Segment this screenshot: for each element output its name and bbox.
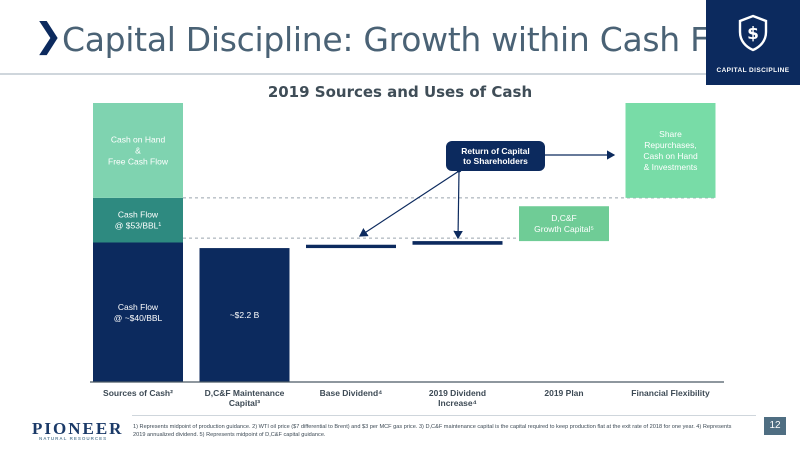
category-label-1: D,C&F Maintenance Capital³ [205, 388, 285, 408]
title-chevron-icon: ❯ [34, 16, 63, 56]
category-label-4: 2019 Plan [544, 388, 583, 398]
bar-segment-label-0: Cash Flow @ ~$40/BBL [114, 302, 163, 323]
bar-segment-label-6: D,C&F Growth Capital⁵ [534, 213, 594, 234]
category-label-2: Base Dividend⁴ [320, 388, 383, 398]
pioneer-logo: PIONEER [32, 419, 124, 438]
bar-segment-0 [93, 242, 183, 382]
footer-divider [132, 415, 756, 416]
arrow-to-dividend-increase [453, 170, 463, 240]
bar-segment-7 [625, 103, 716, 198]
bar-segment-label-7: Share Repurchases, Cash on Hand & Investmen… [643, 129, 698, 172]
bar-segment-6 [519, 206, 609, 242]
svg-text:$: $ [747, 24, 759, 44]
chart-title: 2019 Sources and Uses of Cash [267, 83, 533, 101]
category-label-3: 2019 Dividend Increase⁴ [429, 388, 486, 408]
bar-segment-2 [93, 103, 183, 198]
return-of-capital-label: Return of Capital to Shareholders [461, 146, 529, 166]
shield-dollar-icon: $ [738, 14, 768, 52]
bar-segment-5 [412, 241, 503, 245]
bar-segment-4 [306, 244, 396, 249]
return-of-capital-callout [446, 141, 545, 171]
pioneer-logo-sub: NATURAL RESOURCES [39, 436, 108, 441]
page-number: 12 [764, 417, 786, 435]
page-title: Capital Discipline: Growth within Cash F… [62, 20, 765, 59]
waterfall-chart: Cash Flow @ ~$40/BBL Cash Flow @ $53/BBL¹ Ca… [90, 103, 724, 408]
bar-segment-label-3: ~$2.2 B [230, 310, 260, 320]
category-label-5: Financial Flexibility [631, 388, 710, 398]
badge-label: CAPITAL DISCIPLINE [716, 67, 790, 74]
bar-segment-3 [199, 248, 290, 382]
footnotes: 1) Represents midpoint of production gui… [133, 424, 732, 438]
title-divider [0, 73, 706, 75]
bar-segment-label-2: Cash on Hand & Free Cash Flow [108, 134, 169, 166]
capital-discipline-badge: $ CAPITAL DISCIPLINE [706, 0, 800, 85]
arrow-to-base-dividend [358, 170, 460, 237]
category-label-0: Sources of Cash² [103, 388, 173, 398]
bar-segment-1 [93, 197, 183, 243]
bar-segment-label-1: Cash Flow @ $53/BBL¹ [115, 210, 162, 231]
